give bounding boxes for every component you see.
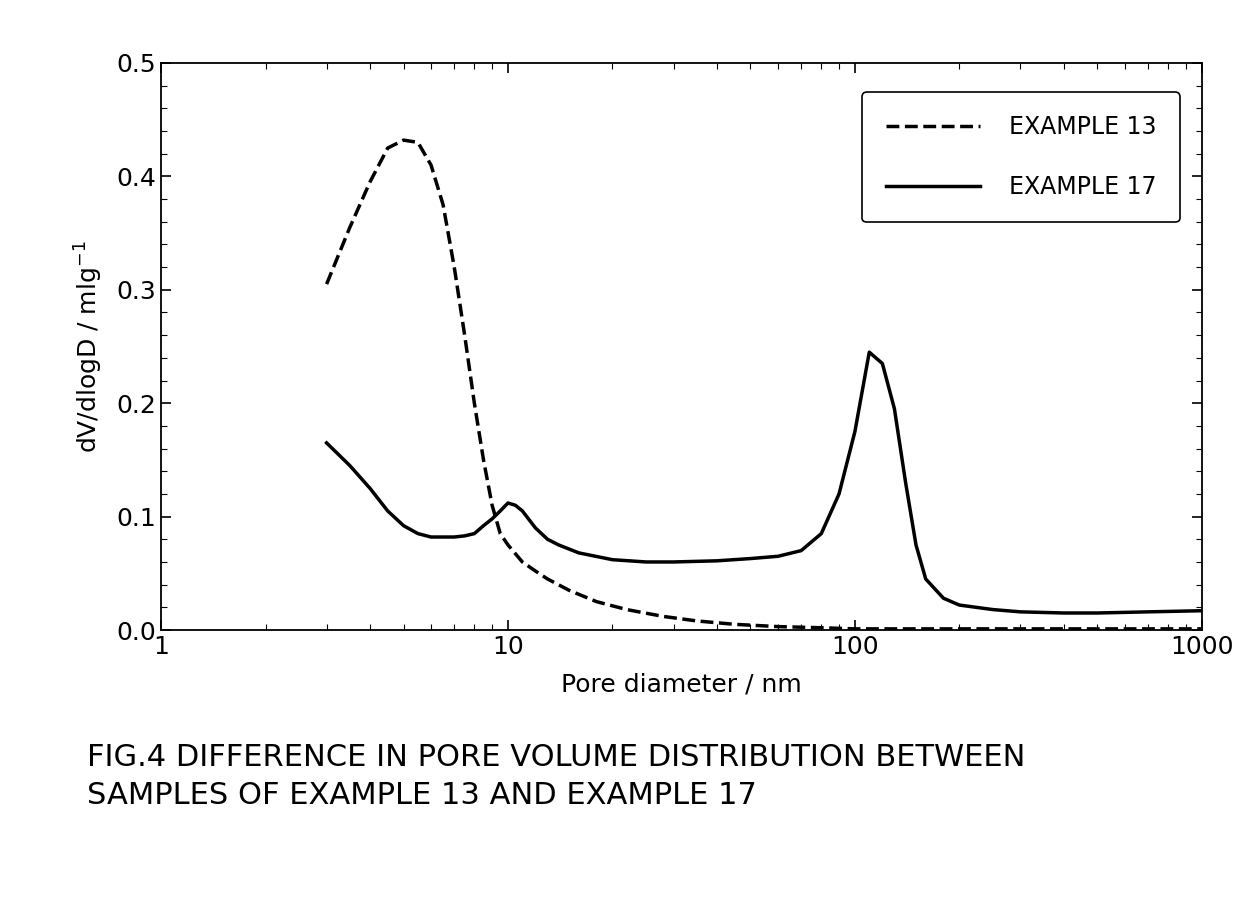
EXAMPLE 13 [689, 616, 704, 626]
EXAMPLE 17 [875, 358, 890, 369]
EXAMPLE 17 [1141, 607, 1156, 617]
EXAMPLE 17 [515, 506, 530, 517]
EXAMPLE 13 [561, 585, 576, 596]
EXAMPLE 17 [363, 482, 378, 493]
EXAMPLE 13 [396, 135, 411, 146]
EXAMPLE 17 [457, 530, 472, 541]
EXAMPLE 13 [814, 622, 829, 633]
Legend: EXAMPLE 13, EXAMPLE 17: EXAMPLE 13, EXAMPLE 17 [862, 92, 1180, 222]
EXAMPLE 13 [771, 621, 786, 632]
EXAMPLE 17 [952, 599, 966, 610]
EXAMPLE 13 [320, 279, 335, 290]
EXAMPLE 13 [424, 159, 439, 170]
EXAMPLE 17 [528, 523, 543, 534]
EXAMPLE 17 [771, 551, 786, 562]
EXAMPLE 17 [467, 528, 482, 539]
EXAMPLE 17 [551, 540, 566, 551]
EXAMPLE 13 [655, 611, 670, 622]
EXAMPLE 13 [363, 176, 378, 187]
EXAMPLE 17 [380, 506, 395, 517]
EXAMPLE 13 [847, 624, 862, 634]
Line: EXAMPLE 13: EXAMPLE 13 [327, 140, 1202, 629]
EXAMPLE 17 [847, 427, 862, 437]
EXAMPLE 17 [410, 528, 425, 539]
EXAMPLE 13 [1090, 624, 1105, 634]
EXAMPLE 17 [1057, 608, 1072, 618]
EXAMPLE 17 [638, 556, 653, 567]
EXAMPLE 13 [447, 262, 462, 273]
EXAMPLE 13 [493, 528, 508, 539]
Text: FIG.4 DIFFERENCE IN PORE VOLUME DISTRIBUTION BETWEEN
SAMPLES OF EXAMPLE 13 AND E: FIG.4 DIFFERENCE IN PORE VOLUME DISTRIBU… [87, 742, 1025, 810]
EXAMPLE 17 [667, 556, 681, 567]
EXAMPLE 17 [710, 555, 725, 566]
EXAMPLE 17 [484, 514, 499, 525]
EXAMPLE 17 [985, 604, 1000, 615]
EXAMPLE 13 [476, 454, 491, 465]
EXAMPLE 13 [540, 573, 555, 584]
EXAMPLE 17 [424, 532, 439, 543]
EXAMPLE 13 [935, 624, 950, 634]
EXAMPLE 17 [743, 554, 758, 564]
EXAMPLE 13 [1194, 624, 1209, 634]
EXAMPLE 17 [887, 403, 902, 414]
EXAMPLE 17 [918, 573, 933, 584]
EXAMPLE 13 [436, 200, 451, 211]
EXAMPLE 17 [831, 489, 846, 500]
Line: EXAMPLE 17: EXAMPLE 17 [327, 352, 1202, 613]
EXAMPLE 17 [493, 506, 508, 517]
EXAMPLE 17 [447, 532, 462, 543]
EXAMPLE 17 [814, 528, 829, 539]
EXAMPLE 17 [508, 500, 523, 510]
EXAMPLE 13 [457, 329, 472, 340]
EXAMPLE 13 [528, 565, 543, 576]
EXAMPLE 17 [540, 534, 555, 544]
EXAMPLE 17 [342, 460, 357, 471]
EXAMPLE 17 [1194, 606, 1209, 616]
EXAMPLE 13 [484, 500, 499, 510]
EXAMPLE 17 [571, 547, 586, 558]
EXAMPLE 17 [1014, 607, 1028, 617]
EXAMPLE 13 [515, 556, 530, 567]
EXAMPLE 13 [589, 597, 603, 608]
EXAMPLE 17 [1090, 608, 1105, 618]
EXAMPLE 13 [620, 604, 634, 615]
EXAMPLE 17 [898, 477, 913, 488]
EXAMPLE 13 [501, 540, 515, 551]
Y-axis label: dV/dlogD / mlg$^{-1}$: dV/dlogD / mlg$^{-1}$ [73, 240, 105, 453]
EXAMPLE 13 [1141, 624, 1156, 634]
EXAMPLE 13 [380, 143, 395, 154]
EXAMPLE 17 [794, 545, 809, 556]
EXAMPLE 13 [467, 398, 482, 409]
EXAMPLE 17 [908, 540, 923, 551]
EXAMPLE 17 [605, 554, 620, 565]
EXAMPLE 13 [410, 137, 425, 148]
EXAMPLE 13 [1036, 624, 1051, 634]
EXAMPLE 17 [862, 346, 877, 357]
EXAMPLE 13 [727, 619, 742, 630]
X-axis label: Pore diameter / nm: Pore diameter / nm [561, 673, 802, 697]
EXAMPLE 13 [342, 222, 357, 233]
EXAMPLE 17 [935, 593, 950, 604]
EXAMPLE 17 [320, 437, 335, 448]
EXAMPLE 17 [436, 532, 451, 543]
EXAMPLE 13 [985, 624, 1000, 634]
EXAMPLE 17 [476, 520, 491, 531]
EXAMPLE 17 [501, 498, 515, 508]
EXAMPLE 17 [396, 520, 411, 531]
EXAMPLE 13 [887, 624, 902, 634]
